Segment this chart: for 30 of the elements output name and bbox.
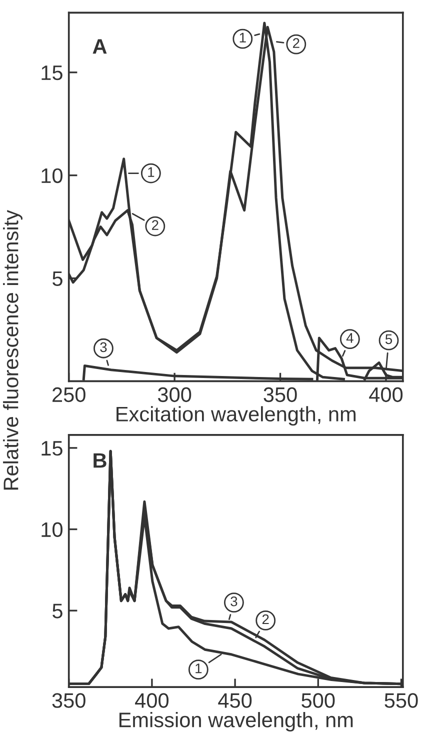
x-tick-label: 350 <box>52 693 86 708</box>
y-tick-label: 10 <box>42 168 62 184</box>
x-tick-label: 300 <box>158 387 192 402</box>
annotation: 2 <box>152 220 158 230</box>
x-tick-label: 450 <box>218 693 252 708</box>
y-axis-title: Relative fluorescence intensity <box>3 210 22 490</box>
x-axis-title: Excitation wavelength, nm <box>116 406 356 426</box>
annotation: 2 <box>292 38 300 48</box>
annotation: 3 <box>100 342 107 352</box>
x-tick-label: 500 <box>302 693 335 708</box>
annotation: 5 <box>385 334 392 344</box>
x-tick-label: 550 <box>384 693 418 708</box>
y-tick-label: 15 <box>42 441 62 456</box>
x-tick-label: 350 <box>264 387 297 402</box>
y-tick-label: 5 <box>52 604 62 618</box>
annotation: 2 <box>262 614 269 624</box>
annotation: 1 <box>148 167 154 177</box>
x-tick-label: 400 <box>369 387 403 402</box>
x-axis-title: Emission wavelength, nm <box>119 712 353 732</box>
annotation: A <box>92 39 107 54</box>
annotation: 1 <box>196 664 202 674</box>
x-tick-label: 400 <box>135 693 169 708</box>
annotation: 4 <box>346 333 354 343</box>
annotation: 3 <box>230 596 238 606</box>
x-tick-label: 250 <box>52 387 86 402</box>
annotation: 1 <box>240 32 246 42</box>
annotation: B <box>94 453 106 468</box>
y-tick-label: 5 <box>52 271 62 286</box>
y-tick-label: 10 <box>42 522 62 538</box>
y-tick-label: 15 <box>42 66 62 80</box>
